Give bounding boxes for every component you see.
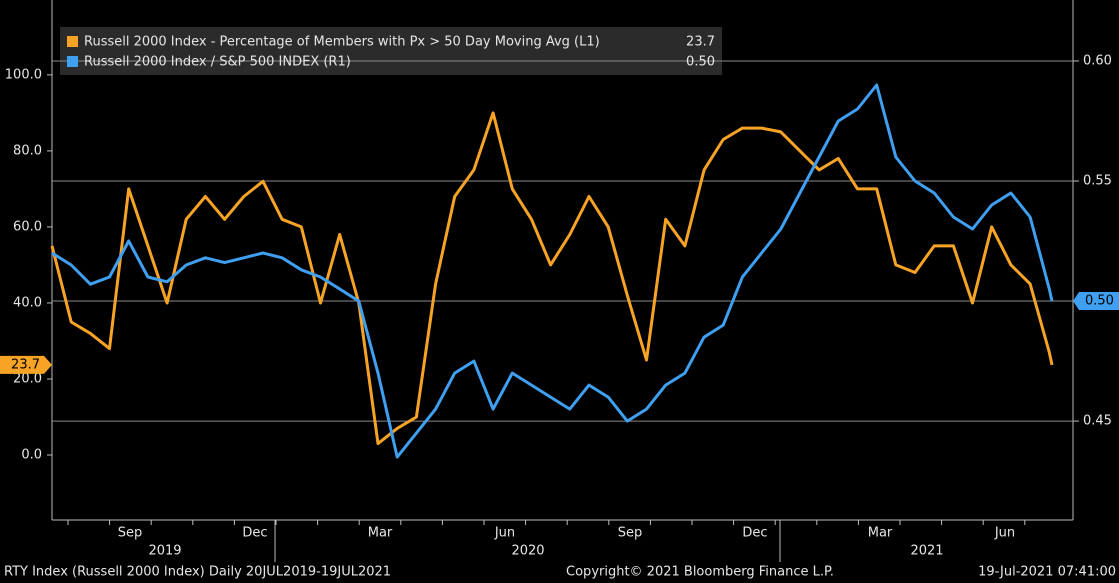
legend-swatch <box>67 56 78 67</box>
y-tick-label: 60.0 <box>13 219 42 234</box>
y-tick-label: 20.0 <box>13 371 42 386</box>
y-tick-label: 100.0 <box>5 67 42 82</box>
year-label: 2020 <box>511 544 544 559</box>
y2-tick-label: 0.55 <box>1083 174 1112 189</box>
legend-box <box>60 27 722 75</box>
legend-last-value: 0.50 <box>686 55 715 70</box>
legend-swatch <box>67 36 78 47</box>
legend-label: Russell 2000 Index / S&P 500 INDEX (R1) <box>84 55 351 70</box>
legend-last-value: 23.7 <box>686 35 715 50</box>
x-tick-label: Dec <box>742 526 767 541</box>
y-tick-label: 80.0 <box>13 143 42 158</box>
last-value-label: 23.7 <box>11 357 40 372</box>
series-line <box>51 83 1054 459</box>
last-value-label: 0.50 <box>1085 294 1114 309</box>
year-label: 2019 <box>148 544 181 559</box>
x-tick-label: Jun <box>994 526 1015 541</box>
footer-right: 19-Jul-2021 07:41:00 <box>978 565 1116 580</box>
year-label: 2021 <box>910 544 943 559</box>
last-value-box <box>0 355 52 374</box>
y-tick-label: 0.0 <box>21 448 42 463</box>
y2-tick-label: 0.60 <box>1083 53 1112 68</box>
x-tick-label: Mar <box>868 526 893 541</box>
x-tick-label: Sep <box>618 526 643 541</box>
footer-center: Copyright© 2021 Bloomberg Finance L.P. <box>566 565 834 580</box>
x-tick-label: Sep <box>118 526 143 541</box>
footer-left: RTY Index (Russell 2000 Index) Daily 20J… <box>4 565 391 580</box>
x-tick-label: Dec <box>242 526 267 541</box>
x-tick-label: Jun <box>494 526 515 541</box>
series-line <box>50 111 1054 446</box>
y2-tick-label: 0.45 <box>1083 414 1112 429</box>
last-value-box <box>1073 292 1119 311</box>
x-tick-label: Mar <box>368 526 393 541</box>
legend-label: Russell 2000 Index - Percentage of Membe… <box>84 35 600 50</box>
y-tick-label: 40.0 <box>13 295 42 310</box>
